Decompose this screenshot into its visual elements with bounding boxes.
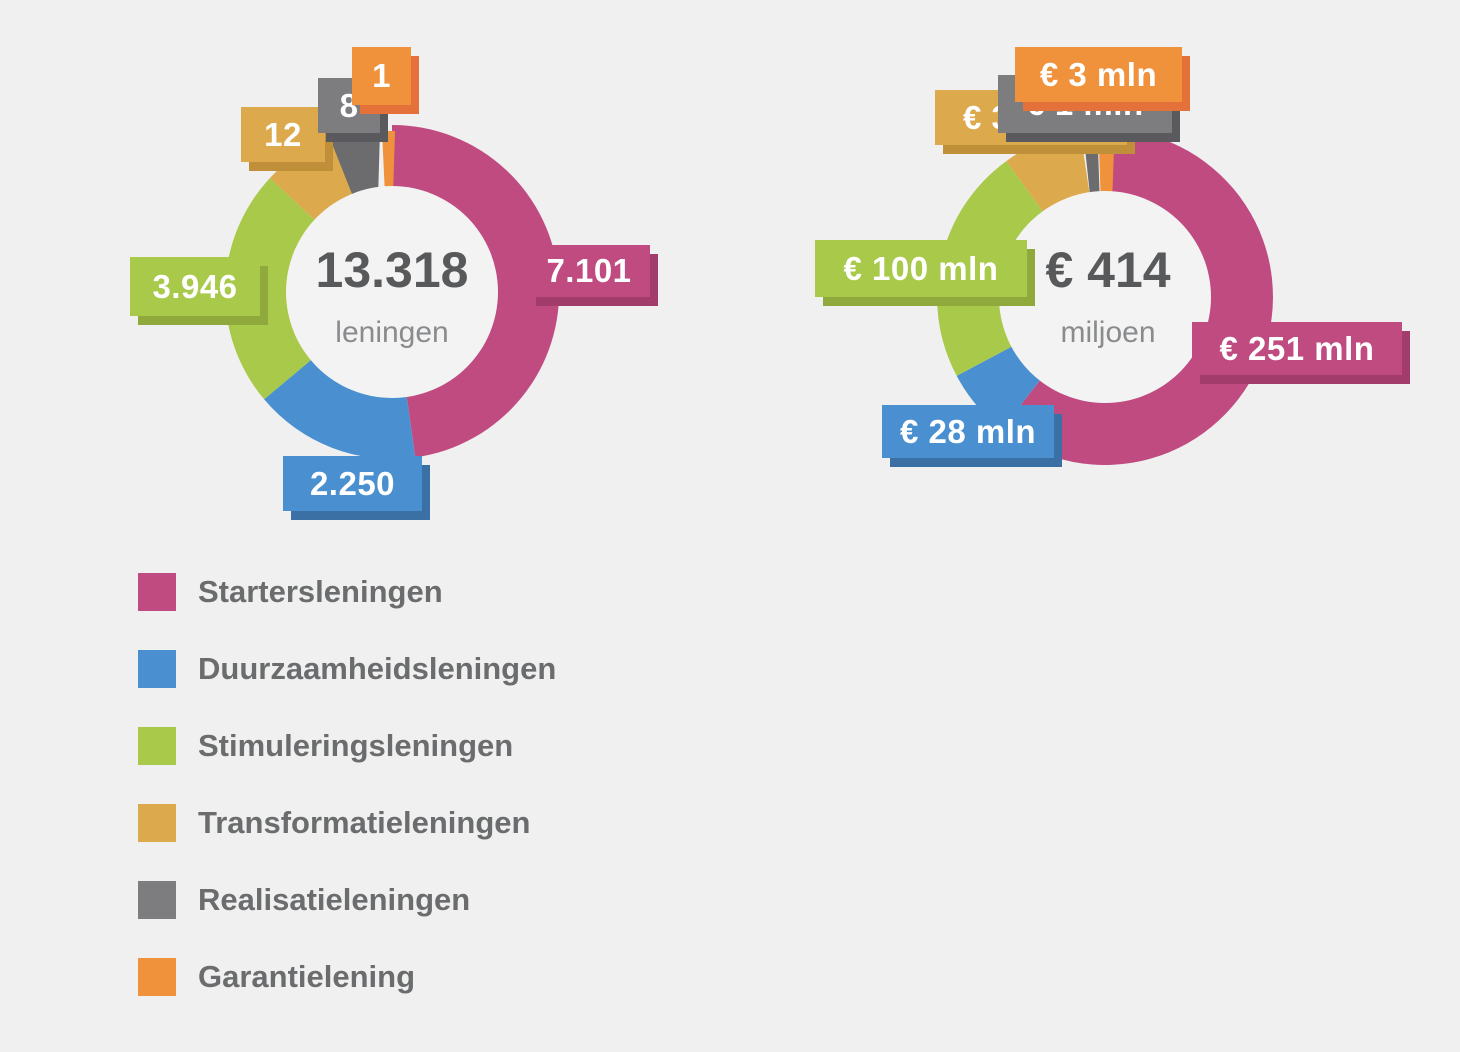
donut-segment-startersleningen bbox=[1001, 129, 1273, 465]
donut-13-318-leningen bbox=[225, 124, 560, 460]
legend-item-realisatieleningen: Realisatieleningen bbox=[138, 881, 556, 919]
value-label-count-duurzaamheidsleningen: 2.250 bbox=[283, 456, 422, 511]
donut-segment-duurzaamheidsleningen bbox=[956, 346, 1041, 430]
legend-item-garantielening: Garantielening bbox=[138, 958, 556, 996]
legend-label: Realisatieleningen bbox=[198, 882, 471, 917]
value-label-count-garantielening: 1 bbox=[352, 47, 411, 105]
donut-segment-transformatieleningen bbox=[1006, 130, 1090, 213]
value-label-amount-duurzaamheidsleningen: € 28 mln bbox=[882, 405, 1054, 458]
donut-wedge-realisatieleningen bbox=[1085, 148, 1100, 205]
donut-hole bbox=[286, 186, 498, 398]
value-label-count-startersleningen: 7.101 bbox=[528, 245, 650, 297]
legend-swatch-startersleningen bbox=[138, 573, 176, 611]
legend-label: Duurzaamheidsleningen bbox=[198, 651, 557, 686]
donut-segment-stimuleringsleningen bbox=[225, 178, 316, 400]
value-label-amount-garantielening: € 3 mln bbox=[1015, 47, 1182, 102]
value-label-amount-stimuleringsleningen: € 100 mln bbox=[815, 240, 1027, 297]
value-label-amount-startersleningen: € 251 mln bbox=[1192, 322, 1402, 375]
legend-item-transformatieleningen: Transformatieleningen bbox=[138, 804, 556, 842]
legend-swatch-duurzaamheidsleningen bbox=[138, 650, 176, 688]
legend-item-duurzaamheidsleningen: Duurzaamheidsleningen bbox=[138, 650, 556, 688]
donut-segment-startersleningen bbox=[392, 124, 560, 458]
legend-swatch-garantielening bbox=[138, 958, 176, 996]
legend-swatch-realisatieleningen bbox=[138, 881, 176, 919]
donut-segment-duurzaamheidsleningen bbox=[264, 359, 416, 460]
legend-item-stimuleringsleningen: Stimuleringsleningen bbox=[138, 727, 556, 765]
legend-swatch-transformatieleningen bbox=[138, 804, 176, 842]
legend-label: Transformatieleningen bbox=[198, 805, 531, 840]
value-label-count-transformatieleningen: 12 bbox=[241, 107, 325, 162]
legend-swatch-stimuleringsleningen bbox=[138, 727, 176, 765]
legend: Startersleningen Duurzaamheidsleningen S… bbox=[138, 573, 556, 1035]
legend-item-startersleningen: Startersleningen bbox=[138, 573, 556, 611]
legend-label: Garantielening bbox=[198, 959, 416, 994]
donut-wedge-garantielening bbox=[1099, 148, 1114, 205]
donut-wedge-garantielening bbox=[382, 131, 395, 196]
donut-hole bbox=[999, 191, 1211, 403]
value-label-count-stimuleringsleningen: 3.946 bbox=[130, 257, 260, 316]
legend-label: Startersleningen bbox=[198, 574, 443, 609]
legend-label: Stimuleringsleningen bbox=[198, 728, 514, 763]
donut-wedge-realisatieleningen bbox=[327, 131, 380, 199]
